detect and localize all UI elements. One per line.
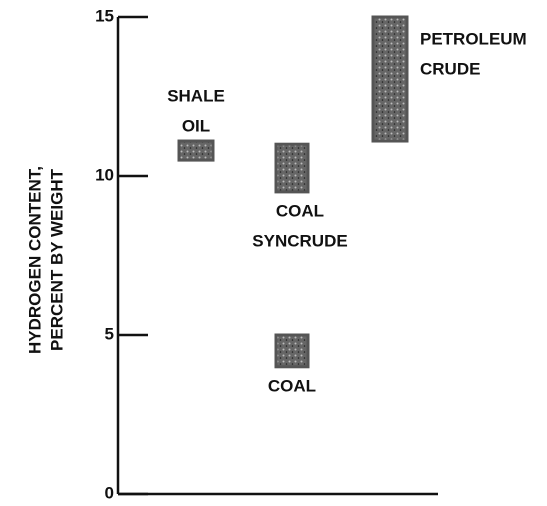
- y-tick-label: 10: [95, 165, 114, 184]
- category-label: CRUDE: [420, 59, 480, 78]
- category-label: SHALE: [167, 87, 225, 106]
- y-axis-label: HYDROGEN CONTENT, PERCENT BY WEIGHT: [25, 166, 66, 354]
- bar: [274, 142, 310, 194]
- category-label: OIL: [182, 117, 210, 136]
- y-axis-label-line: PERCENT BY WEIGHT: [47, 168, 66, 351]
- y-tick-label: 5: [105, 324, 114, 343]
- bar: [274, 333, 310, 369]
- y-axis-label-line: HYDROGEN CONTENT,: [25, 166, 44, 354]
- y-tick-label: 15: [95, 6, 114, 25]
- y-tick-label: 0: [105, 483, 114, 502]
- bar: [177, 139, 215, 162]
- category-label: PETROLEUM: [420, 29, 527, 48]
- category-label: COAL: [276, 201, 324, 220]
- category-label: COAL: [268, 376, 316, 395]
- bar: [371, 15, 409, 143]
- category-label: SYNCRUDE: [252, 231, 347, 250]
